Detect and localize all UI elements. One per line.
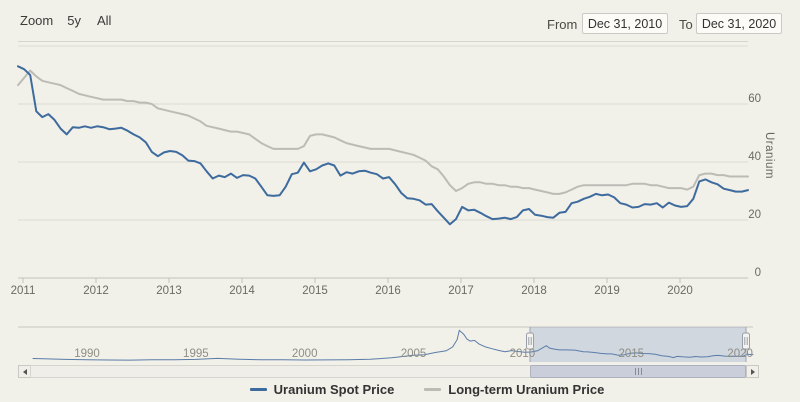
to-label: To [679,17,693,32]
zoom-preset-group: Zoom 5y All [20,13,127,28]
navigator-year-label: 2000 [292,348,318,360]
to-date-input[interactable] [696,13,782,34]
x-axis: 2011 2012 2013 2014 2015 2016 2017 2018 2019 2020 [11,278,693,297]
y-tick-label: 20 [748,209,761,221]
navigator-year-label: 2020 [727,348,753,360]
legend-item-spot[interactable]: Uranium Spot Price [249,382,395,397]
navigator-year-label: 1990 [74,348,100,360]
y-axis-title: Uranium [763,132,775,179]
from-date-input[interactable] [582,13,668,34]
x-tick-label: 2019 [594,285,620,297]
x-tick-label: 2020 [667,285,693,297]
x-tick-label: 2012 [83,285,109,297]
navigator-handle-left[interactable] [526,332,534,350]
price-series [17,65,749,226]
scrollbar-right-button[interactable] [746,365,759,378]
y-axis-labels: 0 20 40 60 [748,93,761,279]
scrollbar-thumb[interactable] [530,365,746,378]
arrow-right-icon [750,368,755,375]
navigator-selected-range[interactable] [530,327,746,362]
y-tick-label: 0 [755,267,761,279]
spot-line-swatch [249,388,267,391]
from-label: From [547,17,578,32]
legend: Uranium Spot Price Long-term Uranium Pri… [0,382,800,397]
long-term-uranium-price-line[interactable] [17,69,749,195]
zoom-label: Zoom [20,13,54,28]
navigator-series-line [32,329,754,361]
gridlines [18,45,748,279]
navigator: 1990 1995 2000 2005 2010 2015 2020 [18,326,754,362]
x-tick-label: 2017 [448,285,474,297]
arrow-left-icon [22,368,27,375]
x-tick-label: 2013 [156,285,182,297]
x-tick-label: 2014 [229,285,255,297]
header-divider [18,41,748,42]
navigator-year-label: 2015 [618,348,644,360]
y-tick-label: 40 [748,151,761,163]
uranium-spot-price-line[interactable] [17,65,749,226]
navigator-handle-right[interactable] [742,332,750,350]
longterm-line-swatch [424,388,442,391]
grip-icon [634,368,636,375]
legend-label-longterm: Long-term Uranium Price [448,382,605,397]
zoom-option-5y[interactable]: 5y [67,13,81,28]
x-tick-label: 2011 [11,285,36,297]
x-tick-label: 2015 [302,285,328,297]
zoom-option-all[interactable]: All [96,13,112,28]
x-tick-label: 2018 [521,285,547,297]
navigator-year-label: 1995 [183,348,209,360]
y-tick-label: 60 [748,93,761,105]
legend-item-longterm[interactable]: Long-term Uranium Price [424,382,604,397]
navigator-year-label: 2010 [510,348,536,360]
x-tick-label: 2016 [375,285,401,297]
legend-label-spot: Uranium Spot Price [273,382,395,397]
navigator-year-label: 2005 [401,348,427,360]
